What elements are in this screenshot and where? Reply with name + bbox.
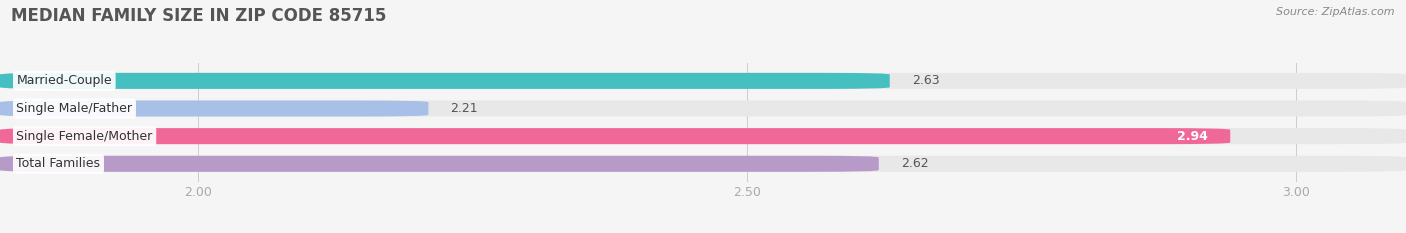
Text: 2.21: 2.21 [450, 102, 478, 115]
FancyBboxPatch shape [0, 100, 1406, 116]
FancyBboxPatch shape [0, 128, 1230, 144]
Text: Total Families: Total Families [17, 157, 100, 170]
Text: 2.94: 2.94 [1177, 130, 1208, 143]
Text: Married-Couple: Married-Couple [17, 74, 112, 87]
Text: Single Male/Father: Single Male/Father [17, 102, 132, 115]
Text: Source: ZipAtlas.com: Source: ZipAtlas.com [1277, 7, 1395, 17]
FancyBboxPatch shape [0, 156, 879, 172]
Text: MEDIAN FAMILY SIZE IN ZIP CODE 85715: MEDIAN FAMILY SIZE IN ZIP CODE 85715 [11, 7, 387, 25]
Text: 2.63: 2.63 [911, 74, 939, 87]
FancyBboxPatch shape [0, 73, 1406, 89]
FancyBboxPatch shape [0, 100, 429, 116]
Text: 2.62: 2.62 [901, 157, 928, 170]
FancyBboxPatch shape [0, 73, 890, 89]
FancyBboxPatch shape [0, 156, 1406, 172]
Text: Single Female/Mother: Single Female/Mother [17, 130, 153, 143]
FancyBboxPatch shape [0, 128, 1406, 144]
